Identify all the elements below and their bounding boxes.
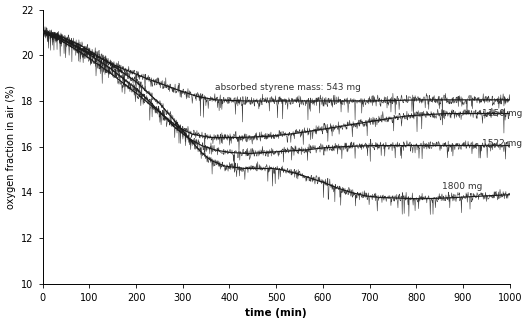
Text: absorbed styrene mass: 543 mg: absorbed styrene mass: 543 mg: [216, 83, 362, 92]
Text: 1800 mg: 1800 mg: [442, 182, 482, 191]
X-axis label: time (min): time (min): [245, 308, 307, 318]
Text: 1150 mg: 1150 mg: [482, 109, 522, 118]
Y-axis label: oxygen fraction in air (%): oxygen fraction in air (%): [5, 85, 15, 209]
Text: 1522 mg: 1522 mg: [482, 139, 522, 148]
